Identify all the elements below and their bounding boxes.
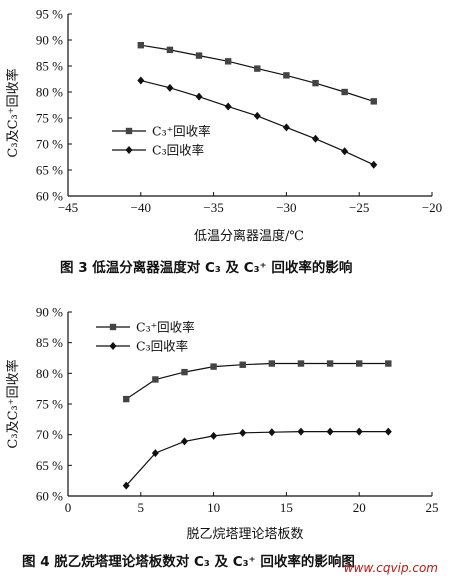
watermark-text: www.cqvip.com — [344, 561, 438, 575]
data-point-diamond — [326, 427, 334, 436]
data-point-diamond — [384, 427, 392, 436]
data-point-diamond — [210, 431, 218, 440]
x-tick-label: −25 — [349, 200, 369, 215]
data-point-square — [297, 360, 305, 367]
chart-1-x-ticklabels: −45 −40 −35 −30 −25 −20 — [58, 200, 442, 215]
y-tick-label: 65 % — [36, 163, 63, 178]
data-point-square — [341, 88, 348, 96]
x-tick-label: 10 — [207, 500, 220, 515]
y-tick-label: 80 % — [36, 366, 63, 381]
data-point-square — [210, 363, 217, 370]
legend-label: C₃⁺回收率 — [136, 320, 195, 335]
chart-2-legend: C₃⁺回收率 C₃回收率 — [96, 320, 195, 354]
data-point-diamond — [268, 428, 276, 437]
chart-1-legend: C₃⁺回收率 C₃回收率 — [112, 124, 211, 158]
chart-2-plot — [67, 311, 433, 497]
y-tick-label: 75 % — [36, 111, 63, 126]
y-tick-label: 70 % — [36, 427, 63, 442]
data-point-diamond — [122, 481, 130, 490]
series-line — [140, 44, 374, 102]
legend-marker-square — [125, 127, 133, 135]
data-point-diamond — [282, 123, 290, 132]
data-point-diamond — [195, 92, 203, 101]
y-tick-label: 90 % — [36, 305, 63, 320]
data-point-diamond — [224, 102, 232, 111]
data-point-diamond — [253, 111, 261, 120]
y-tick-label: 65 % — [36, 458, 63, 473]
chart-1-y-axis-label: C₃及C₃⁺回收率 — [5, 68, 21, 157]
data-point-diamond — [137, 76, 145, 85]
data-point-diamond — [180, 437, 188, 446]
x-tick-label: −30 — [276, 200, 296, 215]
chart-1: 60 %65 %70 %75 %80 %85 %90 %95 % −45 −40−… — [5, 7, 442, 277]
legend-label: C₃回收率 — [152, 143, 204, 158]
x-tick-label: 15 — [280, 500, 293, 515]
x-tick-label: 20 — [353, 500, 366, 515]
chart-2-y-ticklabels: 60 % 65 % 70 % 75 % 80 % 85 % 90 % — [36, 305, 63, 504]
series-c3-plus — [123, 360, 392, 403]
chart-2-caption: 图 4 脱乙烷塔理论塔板数对 C₃ 及 C₃⁺ 回收率的影响图 — [22, 553, 355, 570]
chart-2: 60 %65 %70 %75 %80 %85 %90 % 0 5 10 15 20 25 … — [5, 305, 439, 571]
data-point-diamond — [151, 449, 159, 458]
data-point-square — [166, 46, 174, 54]
data-point-square — [268, 360, 276, 367]
y-tick-label: 60 % — [36, 189, 63, 204]
data-point-square — [312, 79, 319, 87]
series-c3 — [137, 76, 378, 169]
x-tick-label: −20 — [422, 200, 442, 215]
chart-1-plot — [67, 13, 433, 197]
data-point-square — [181, 368, 188, 376]
chart-2-y-axis-label: C₃及C₃⁺回收率 — [5, 359, 21, 448]
data-point-diamond — [341, 147, 349, 156]
x-tick-label: 0 — [65, 500, 72, 515]
data-point-diamond — [312, 134, 320, 143]
legend-marker-diamond — [125, 146, 133, 154]
series-c3 — [122, 427, 392, 490]
y-tick-label: 70 % — [36, 137, 63, 152]
y-tick-label: 90 % — [36, 33, 63, 48]
legend-label: C₃⁺回收率 — [152, 124, 211, 139]
x-tick-label: −35 — [203, 200, 223, 215]
chart-2-x-ticklabels: 0 5 10 15 20 25 — [65, 500, 439, 515]
x-tick-label: −45 — [58, 200, 78, 215]
chart-1-caption: 图 3 低温分离器温度对 C₃ 及 C₃⁺ 回收率的影响 — [60, 259, 352, 276]
y-tick-label: 85 % — [36, 335, 63, 350]
data-point-diamond — [355, 427, 363, 436]
chart-1-y-ticklabels: 60 % 65 % 70 % 75 % 80 % 85 % 90 % 95 % — [36, 7, 63, 204]
series-line — [125, 431, 389, 487]
data-point-diamond — [166, 83, 174, 92]
x-tick-label: −40 — [131, 200, 151, 215]
data-point-square — [239, 361, 246, 368]
y-tick-label: 95 % — [36, 7, 63, 22]
data-point-square — [283, 72, 290, 79]
series-line — [125, 362, 389, 400]
data-point-diamond — [370, 160, 378, 169]
legend-marker-diamond — [109, 342, 117, 350]
chart-2-x-axis-label: 脱乙烷塔理论塔板数 — [186, 527, 303, 542]
legend-label: C₃回收率 — [136, 339, 188, 354]
data-point-square — [356, 360, 363, 367]
data-point-square — [195, 52, 203, 59]
y-tick-label: 75 % — [36, 397, 63, 412]
data-point-square — [137, 42, 144, 49]
data-point-square — [326, 360, 334, 367]
x-tick-label: 25 — [426, 500, 439, 515]
chart-1-x-axis-label: 低温分离器温度/℃ — [194, 228, 304, 244]
data-point-square — [370, 98, 377, 105]
data-point-square — [123, 395, 130, 403]
y-tick-label: 85 % — [36, 59, 63, 74]
y-tick-label: 60 % — [36, 489, 63, 504]
data-point-diamond — [297, 427, 305, 436]
data-point-square — [385, 360, 392, 367]
data-point-square — [254, 65, 261, 72]
data-point-square — [152, 376, 159, 383]
series-c3-plus — [137, 42, 377, 105]
data-point-square — [224, 58, 232, 65]
legend-marker-square — [109, 323, 117, 331]
x-tick-label: 5 — [138, 500, 145, 515]
data-point-diamond — [239, 428, 247, 437]
y-tick-label: 80 % — [36, 85, 63, 100]
